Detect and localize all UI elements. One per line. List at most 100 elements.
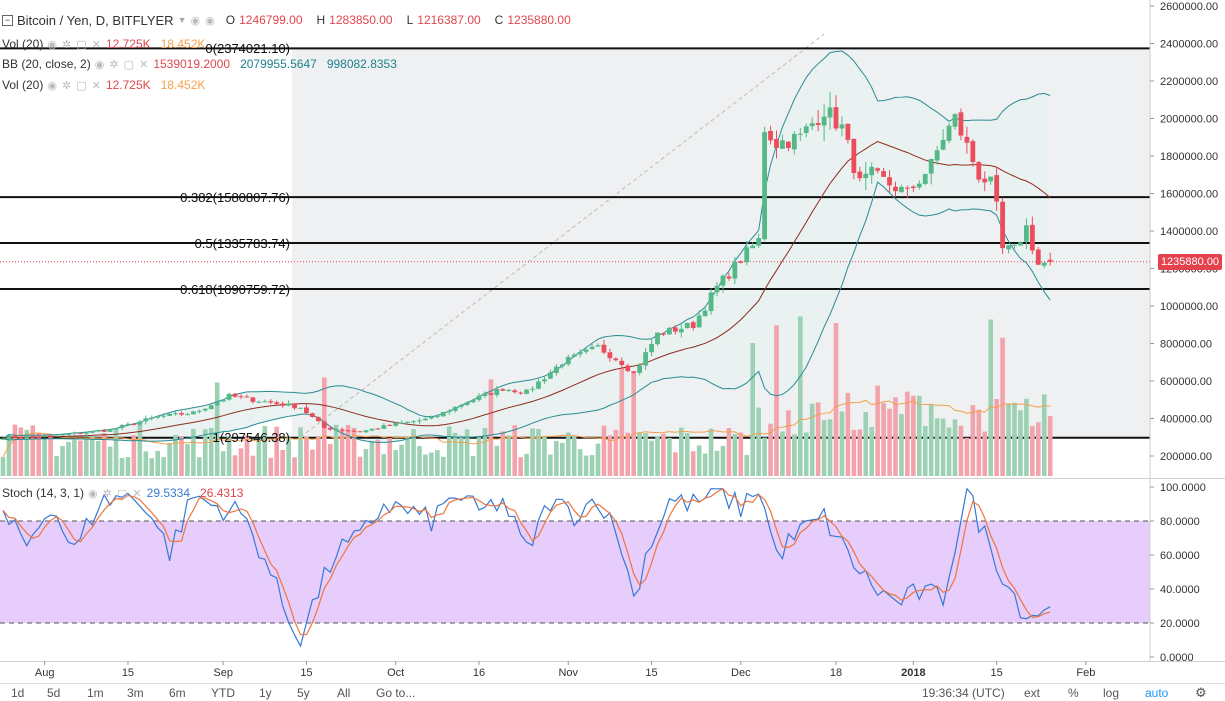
volume-bar bbox=[869, 426, 874, 476]
volume-bar bbox=[185, 444, 190, 476]
volume-bar bbox=[768, 423, 773, 476]
range-1y-button[interactable]: 1y bbox=[259, 686, 272, 700]
range-5y-button[interactable]: 5y bbox=[297, 686, 310, 700]
stoch-legend-name[interactable]: Stoch (14, 3, 1) bbox=[2, 486, 85, 500]
volume-bar bbox=[798, 316, 803, 476]
volume-bar bbox=[18, 427, 24, 476]
candle bbox=[869, 162, 875, 184]
candle-body bbox=[655, 332, 660, 345]
volume-bar bbox=[333, 424, 339, 476]
volume-bar bbox=[964, 437, 970, 476]
ext-button[interactable]: ext bbox=[1024, 686, 1041, 700]
candle bbox=[262, 399, 268, 403]
vol-ma-value: 18.452K bbox=[160, 37, 206, 51]
candle bbox=[833, 95, 839, 131]
volume-bar bbox=[393, 450, 398, 476]
candle-body bbox=[161, 415, 167, 417]
volume-bar bbox=[244, 435, 250, 476]
candle-body bbox=[958, 112, 964, 136]
legend-control-icons[interactable]: ◉ ✲ ▢ ✕ bbox=[47, 38, 102, 51]
candle bbox=[768, 125, 773, 145]
range-6m-button[interactable]: 6m bbox=[169, 686, 186, 700]
candle bbox=[589, 343, 595, 351]
percent-button[interactable]: % bbox=[1068, 686, 1079, 700]
symbol-title[interactable]: Bitcoin / Yen, D, BITFLYER bbox=[17, 12, 174, 28]
candle-body bbox=[452, 406, 458, 411]
volume-bar bbox=[667, 437, 672, 476]
range-ytd-button[interactable]: YTD bbox=[211, 686, 235, 700]
candle-body bbox=[262, 401, 268, 403]
bb-legend-name[interactable]: BB (20, close, 2) bbox=[2, 57, 91, 71]
candle-body bbox=[994, 175, 1000, 202]
candle-body bbox=[6, 435, 12, 439]
gear-icon[interactable]: ⚙ bbox=[1195, 685, 1207, 700]
candle-body bbox=[845, 123, 851, 140]
candle bbox=[476, 392, 482, 402]
legend-control-icons[interactable]: ◉ ✲ ▢ ✕ bbox=[94, 58, 150, 71]
candle bbox=[30, 435, 36, 438]
vol-legend-name[interactable]: Vol (20) bbox=[2, 78, 44, 92]
range-1m-button[interactable]: 1m bbox=[87, 686, 104, 700]
volume-bar bbox=[696, 445, 702, 476]
volume-bar bbox=[595, 443, 601, 476]
volume-bar bbox=[95, 440, 101, 476]
volume-bar bbox=[220, 451, 226, 476]
candle-body bbox=[83, 432, 89, 434]
fib-label-0382: 0.382(1580807.76) bbox=[180, 190, 290, 205]
price-tick-label: 1400000.00 bbox=[1160, 226, 1218, 238]
volume-bar bbox=[917, 395, 922, 476]
price-chart[interactable]: 2600000.00 2400000.00 2200000.00 2000000.00… bbox=[0, 0, 1225, 479]
candle-body bbox=[607, 352, 613, 359]
candle-body bbox=[417, 420, 422, 422]
candle-body bbox=[423, 418, 428, 421]
log-button[interactable]: log bbox=[1103, 686, 1120, 700]
candle bbox=[36, 434, 42, 439]
volume-bar bbox=[464, 429, 470, 476]
candle-body bbox=[565, 356, 571, 365]
candle-body bbox=[250, 397, 256, 402]
volume-bar bbox=[250, 455, 256, 476]
stoch-legend: Stoch (14, 3, 1) ◉ ✲ ▢ ✕ 29.5334 26.4313 bbox=[2, 484, 249, 502]
auto-button[interactable]: auto bbox=[1145, 686, 1169, 700]
candle-body bbox=[768, 130, 773, 141]
volume-bar bbox=[744, 455, 750, 476]
range-5d-button[interactable]: 5d bbox=[47, 686, 61, 700]
candle bbox=[452, 406, 458, 413]
candle bbox=[714, 282, 720, 297]
volume-bar bbox=[36, 432, 41, 476]
volume-bar bbox=[649, 440, 654, 476]
volume-bar bbox=[286, 437, 291, 476]
candle bbox=[304, 404, 309, 415]
time-tick-label: 18 bbox=[830, 667, 842, 679]
candle-body bbox=[559, 364, 565, 367]
candle bbox=[137, 419, 143, 427]
goto-button[interactable]: Go to... bbox=[376, 686, 416, 700]
candle-body bbox=[66, 433, 71, 435]
stochastic-chart[interactable]: 100.0000 80.0000 60.0000 40.0000 20.0000 0.00… bbox=[0, 479, 1225, 661]
settings-icons[interactable]: ◉ ◉ bbox=[190, 14, 216, 27]
fib-label-0: 0(2374021.10) bbox=[205, 41, 290, 56]
vol-legend-name[interactable]: Vol (20) bbox=[2, 37, 44, 51]
candle bbox=[12, 434, 18, 439]
volume-bar bbox=[149, 458, 155, 476]
volume-bar bbox=[298, 427, 303, 476]
volume-bar bbox=[48, 436, 53, 476]
candle bbox=[720, 274, 726, 293]
candle-body bbox=[327, 427, 333, 430]
range-1d-button[interactable]: 1d bbox=[11, 686, 25, 700]
candle-body bbox=[708, 292, 714, 312]
legend-control-icons[interactable]: ◉ ✲ ▢ ✕ bbox=[88, 487, 143, 500]
range-3m-button[interactable]: 3m bbox=[127, 686, 144, 700]
volume-bar bbox=[6, 434, 12, 476]
volume-bar bbox=[1036, 422, 1041, 476]
volume-bar bbox=[429, 452, 434, 476]
candle-body bbox=[119, 425, 125, 429]
close-value: 1235880.00 bbox=[507, 13, 571, 27]
collapse-icon[interactable]: − bbox=[2, 14, 13, 26]
candle-body bbox=[1024, 225, 1029, 242]
candle bbox=[1018, 241, 1023, 246]
chevron-down-icon[interactable]: ▼ bbox=[177, 15, 187, 25]
range-all-button[interactable]: All bbox=[337, 686, 351, 700]
volume-bar bbox=[1041, 394, 1047, 476]
legend-control-icons[interactable]: ◉ ✲ ▢ ✕ bbox=[47, 79, 102, 92]
